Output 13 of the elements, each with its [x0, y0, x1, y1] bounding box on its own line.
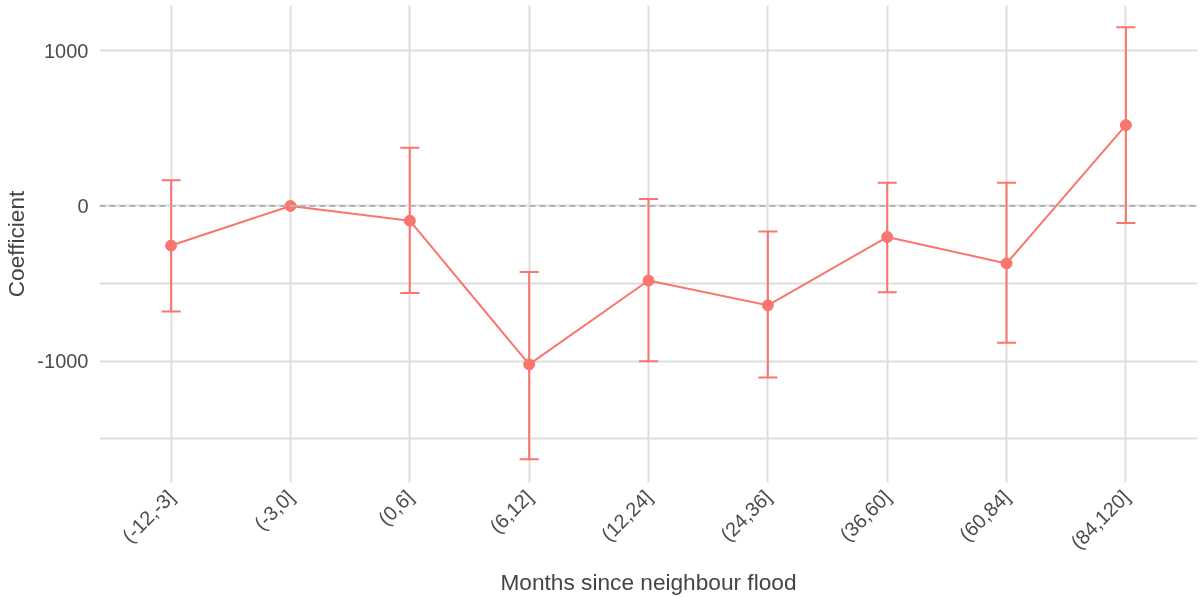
- point: [403, 214, 416, 227]
- y-axis-title: Coefficient: [3, 189, 30, 298]
- point: [761, 299, 774, 312]
- y-tick-label: 0: [77, 194, 89, 217]
- y-tick-label: -1000: [37, 350, 89, 373]
- point: [642, 274, 655, 287]
- x-axis-title: Months since neighbour flood: [500, 568, 797, 595]
- point: [165, 239, 178, 252]
- point: [1119, 119, 1132, 132]
- point: [881, 231, 894, 243]
- point: [1000, 257, 1013, 270]
- point: [523, 358, 536, 371]
- y-tick-label: 1000: [44, 39, 89, 62]
